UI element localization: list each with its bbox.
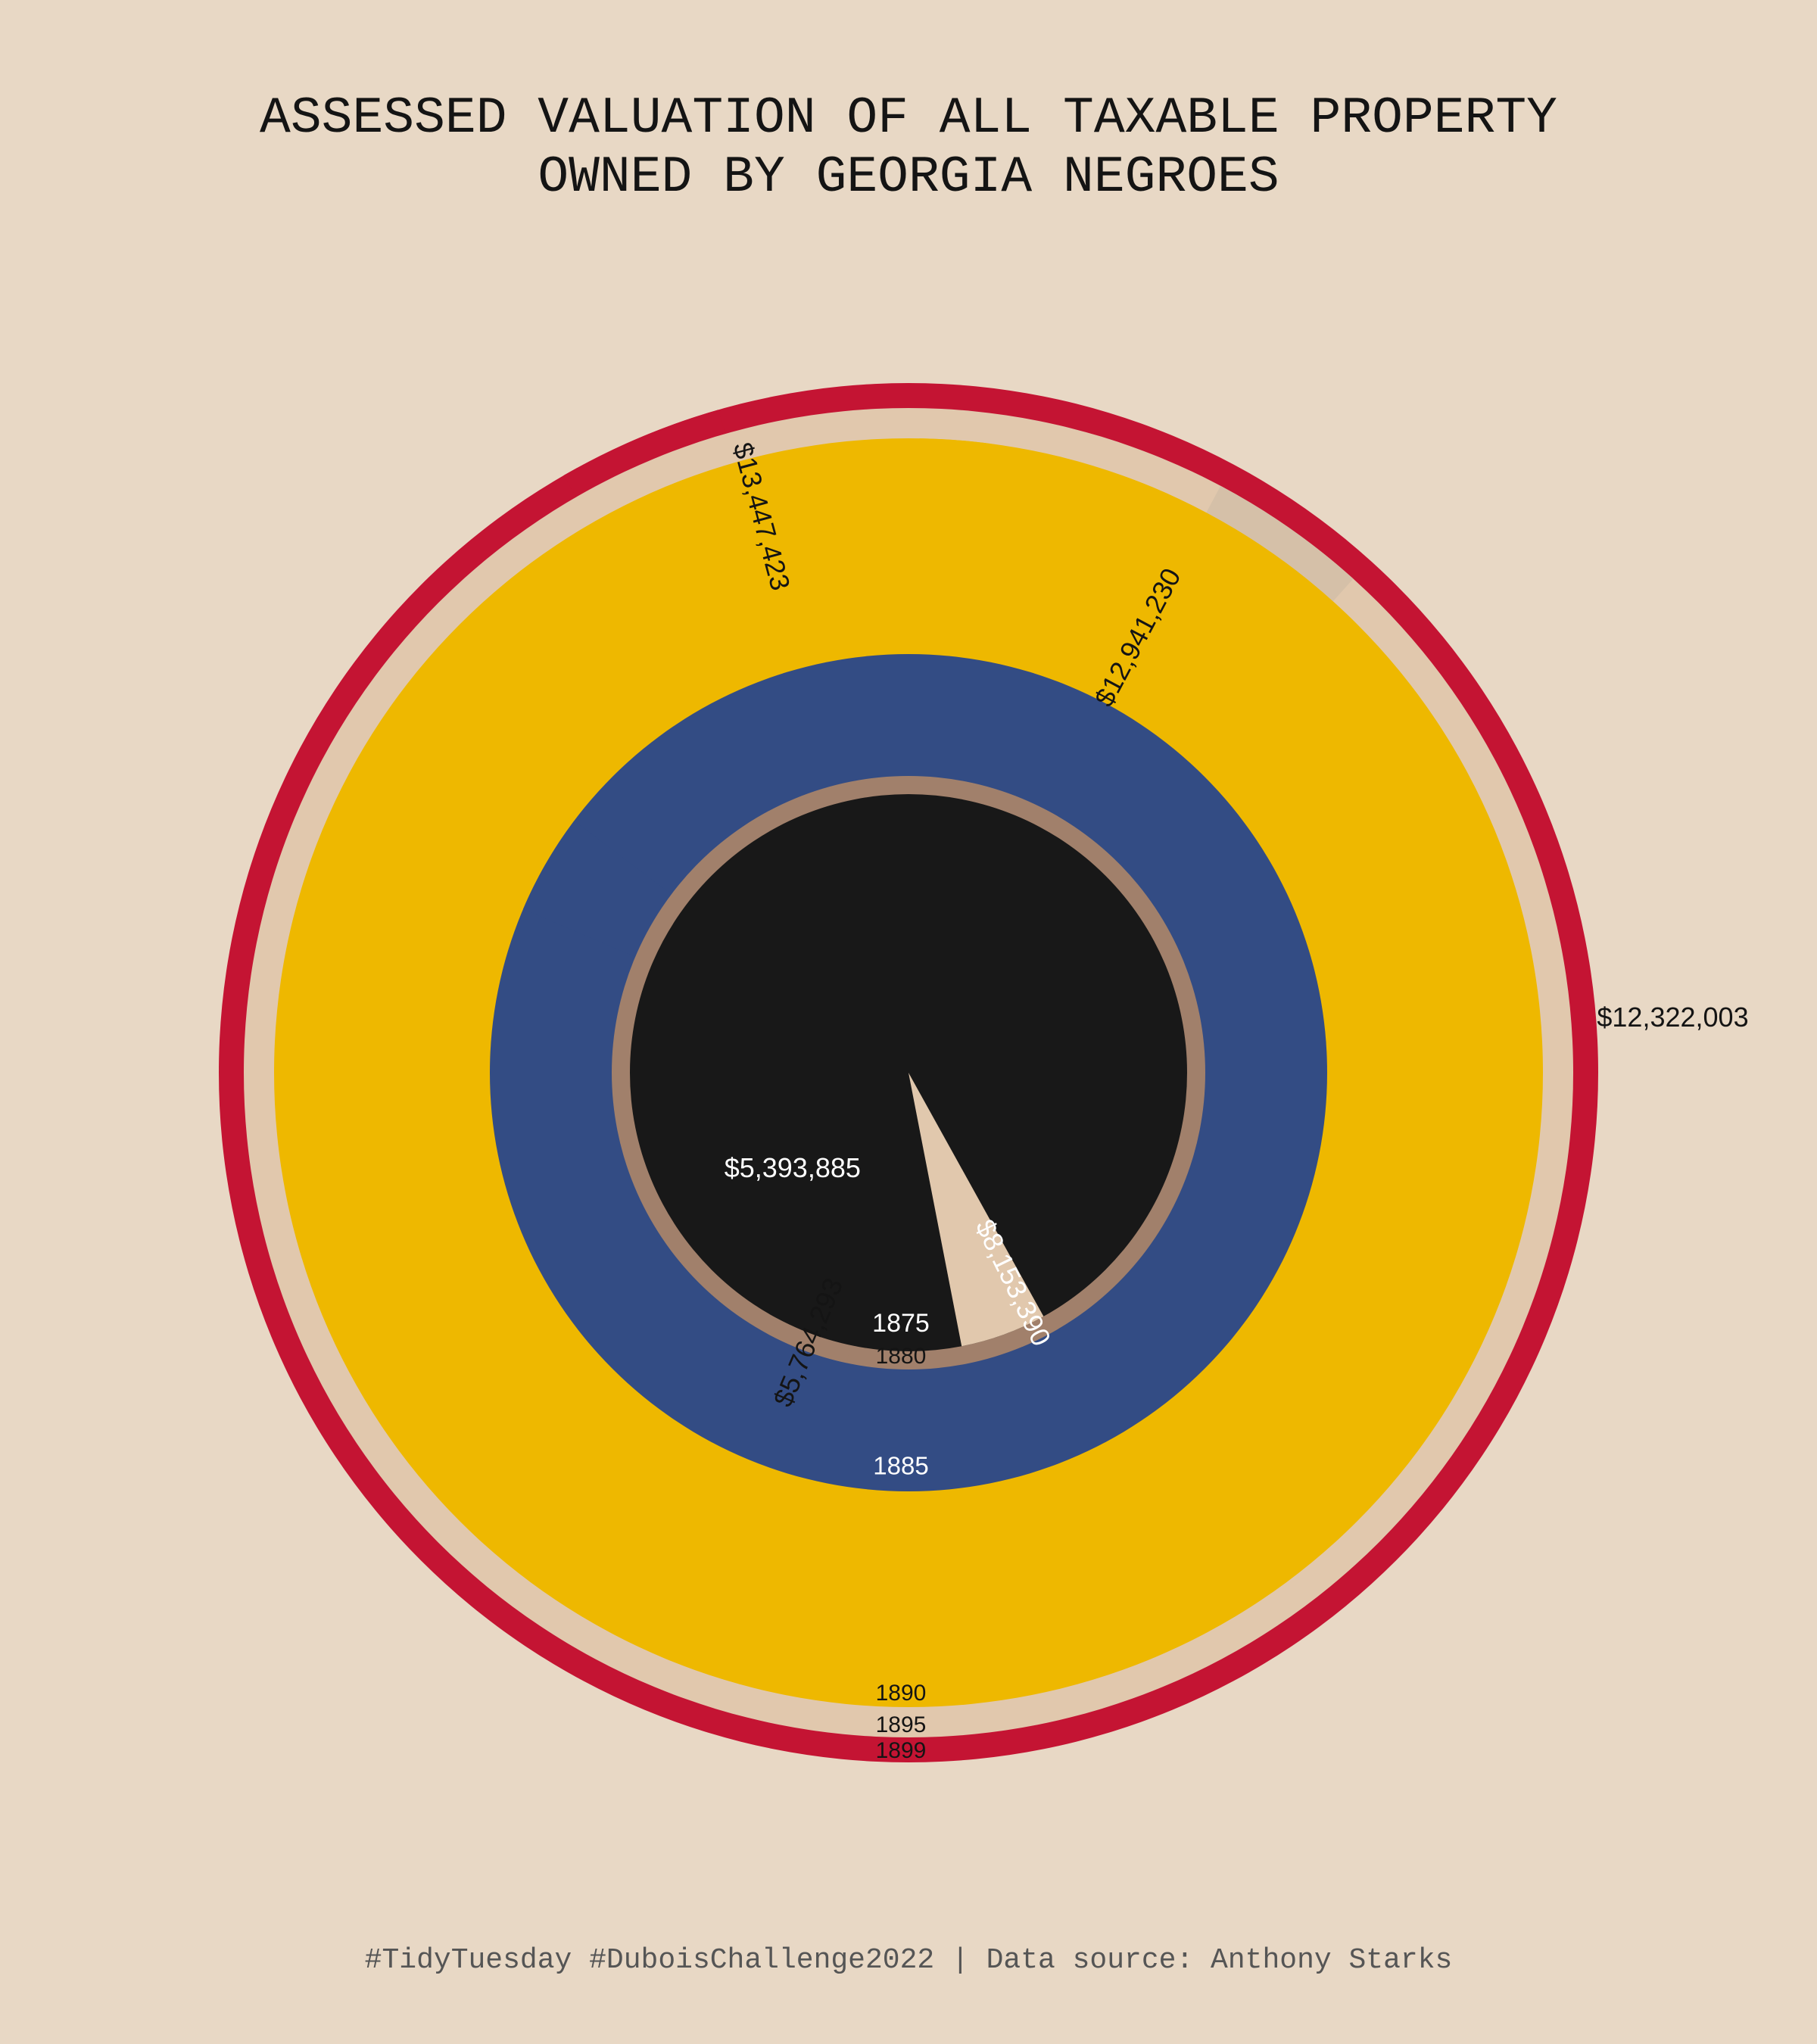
year-label-1875: 1875 <box>872 1309 930 1338</box>
chart-title-line-1: ASSESSED VALUATION OF ALL TAXABLE PROPER… <box>260 89 1557 148</box>
year-label-1899: 1899 <box>876 1738 927 1763</box>
chart-title: ASSESSED VALUATION OF ALL TAXABLE PROPER… <box>0 89 1817 207</box>
value-label-1890: $12,322,003 <box>1597 1002 1748 1033</box>
gap-wedge-1875 <box>908 1073 1044 1347</box>
year-label-1895: 1895 <box>876 1712 927 1737</box>
chart-title-line-2: OWNED BY GEORGIA NEGROES <box>538 148 1279 207</box>
value-label-1875: $5,393,885 <box>725 1152 861 1183</box>
caption: #TidyTuesday #DuboisChallenge2022 | Data… <box>364 1944 1453 1977</box>
year-label-1890: 1890 <box>876 1681 927 1706</box>
year-label-1880: 1880 <box>876 1344 927 1369</box>
year-label-1885: 1885 <box>873 1452 928 1480</box>
